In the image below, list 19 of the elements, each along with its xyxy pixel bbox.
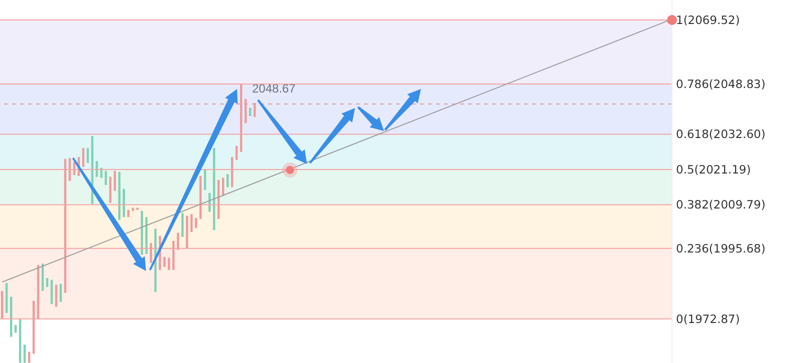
candlestick xyxy=(204,170,206,190)
candlestick xyxy=(236,145,238,160)
candlestick xyxy=(82,148,84,168)
candlestick xyxy=(226,174,229,188)
ref-line-label: 0.5(2021.19) xyxy=(676,162,751,176)
candlestick xyxy=(96,160,98,178)
ref-line-label: 1(2069.52) xyxy=(676,13,740,28)
ref-line-label: 0.618(2032.60) xyxy=(676,127,766,142)
candlestick xyxy=(86,148,89,164)
ref-line-label: 0(1972.87) xyxy=(676,312,740,326)
candlestick xyxy=(104,170,107,186)
candlestick xyxy=(168,257,170,270)
candlestick xyxy=(190,213,193,232)
ref-line-label: 0.382(2009.79) xyxy=(676,198,766,212)
ref-line-label: 0.236(1995.68) xyxy=(676,241,766,256)
annotation: 2048.67 xyxy=(252,82,296,96)
ref-line-label: 0.786(2048.83) xyxy=(676,77,766,92)
candlestick xyxy=(181,212,184,238)
candlestick xyxy=(60,283,62,302)
